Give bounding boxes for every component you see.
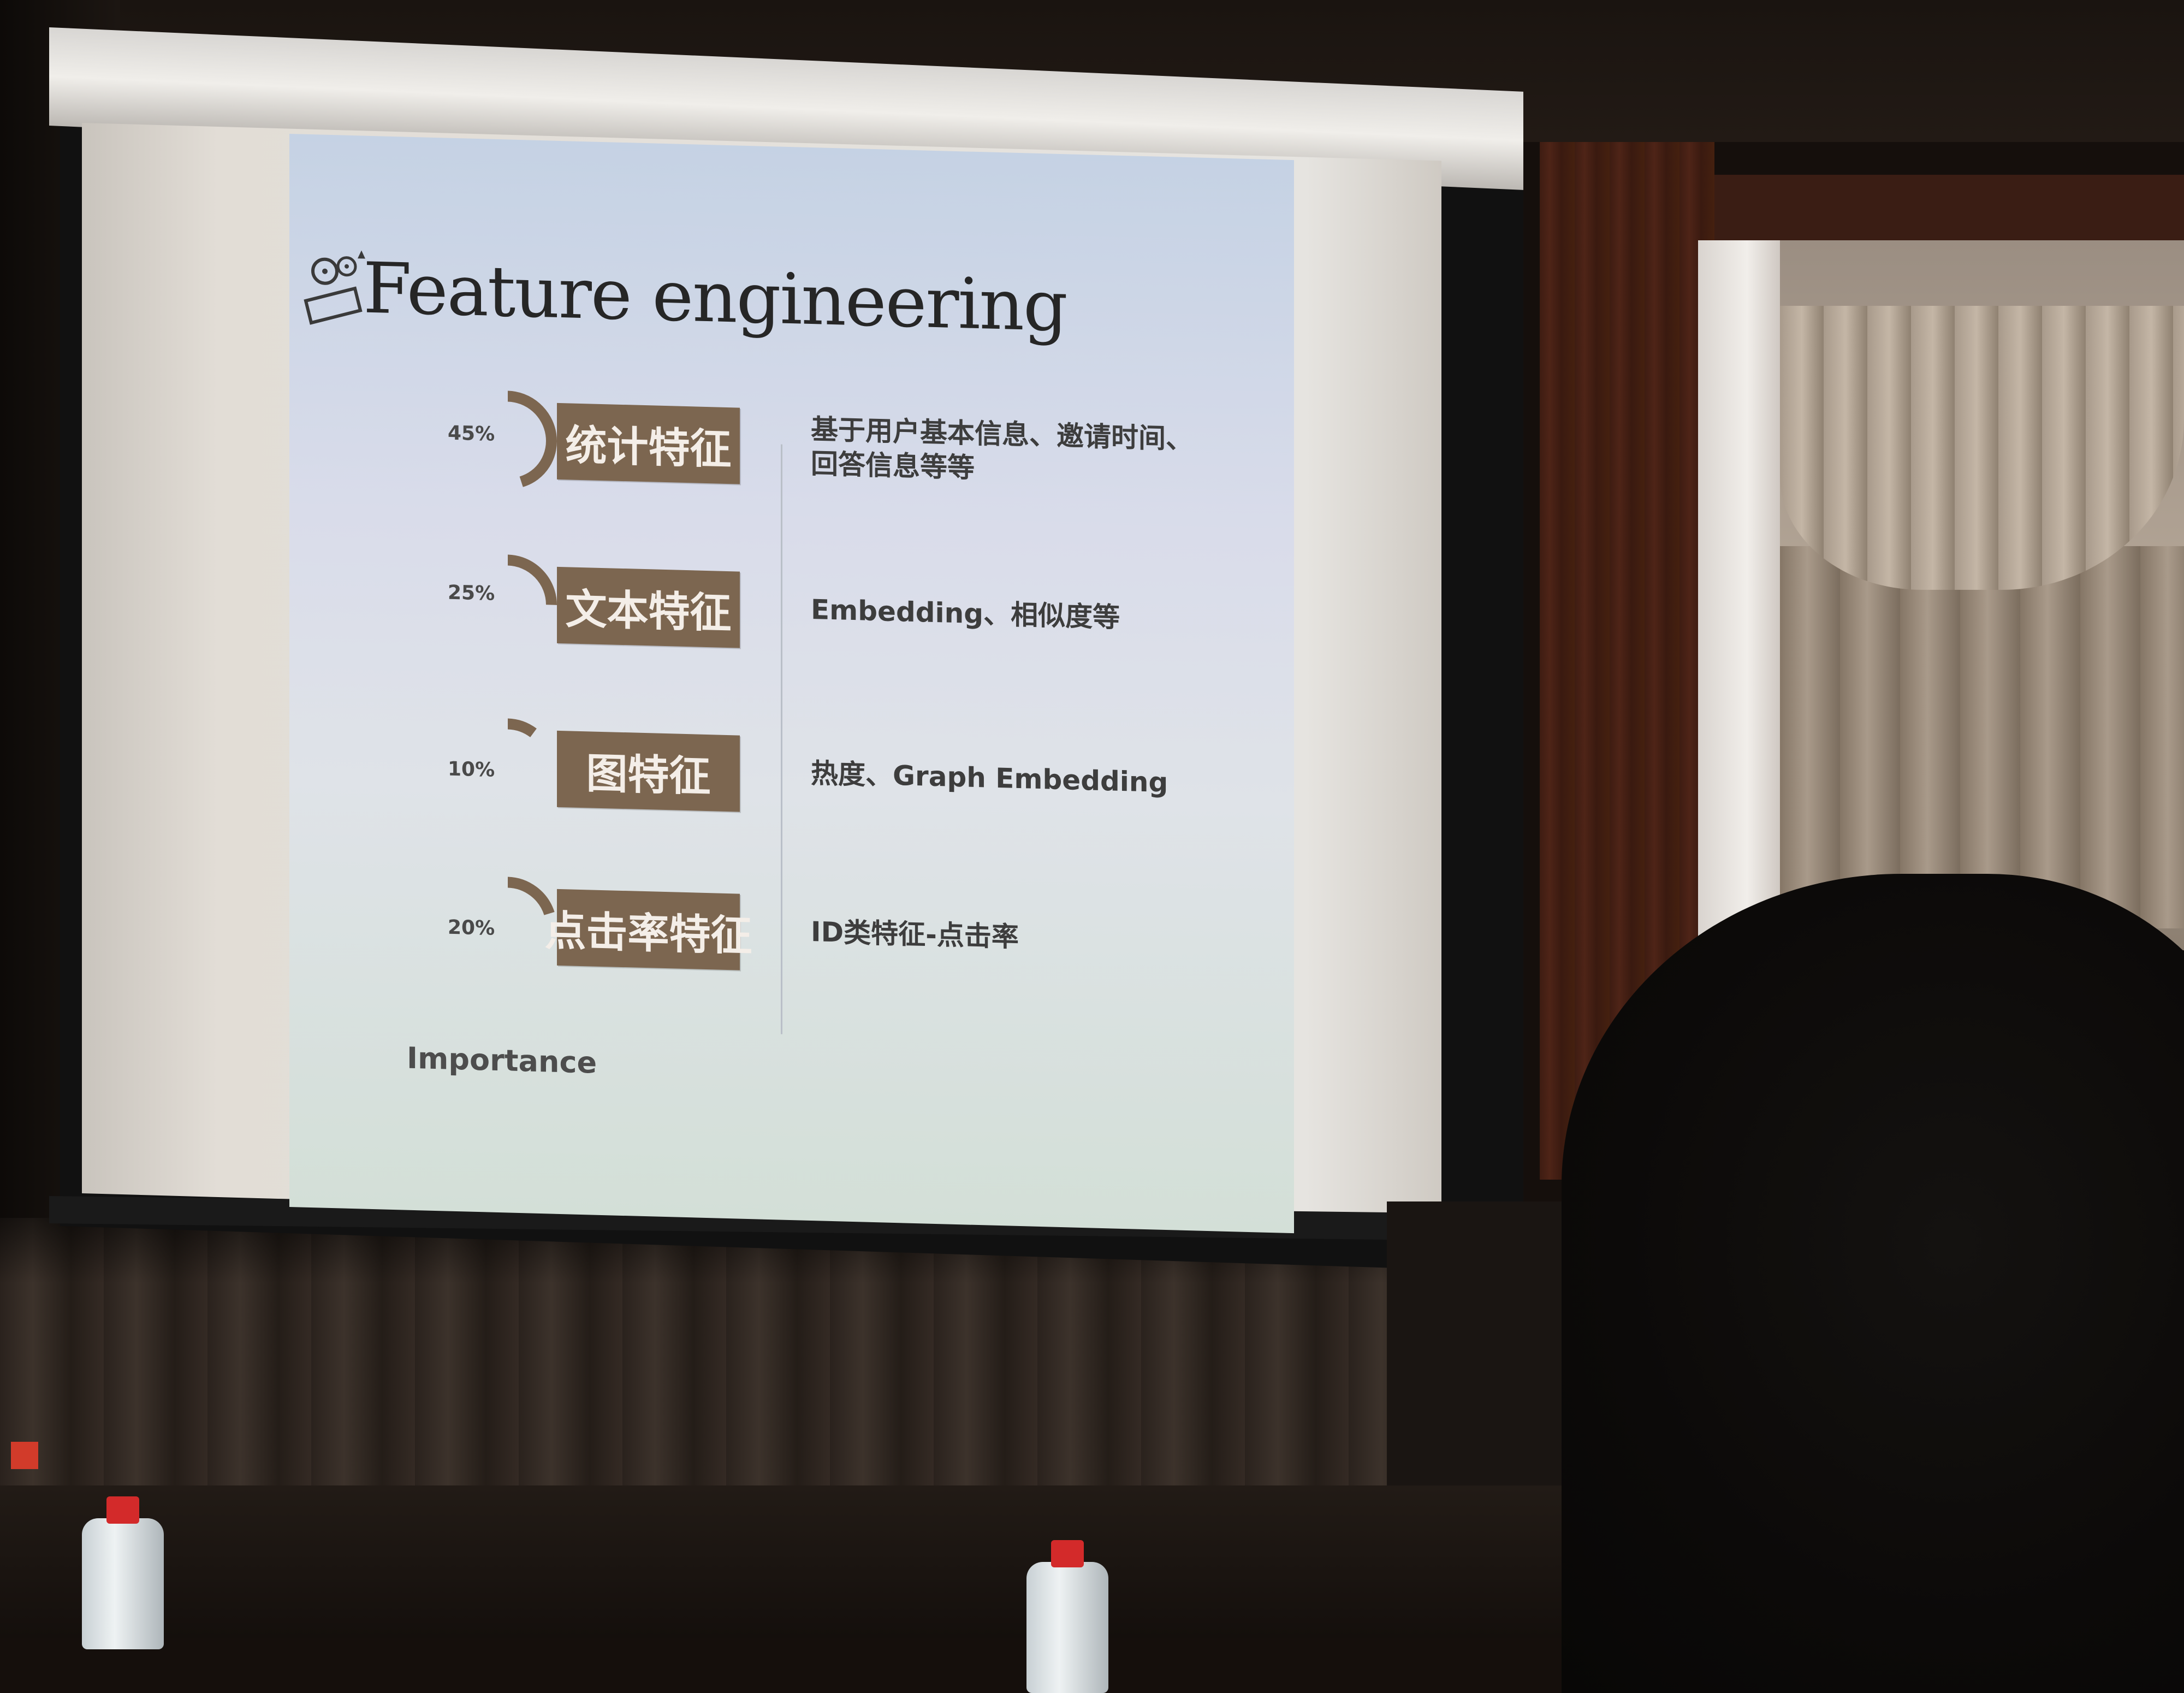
arc-path <box>507 877 555 915</box>
arc-path <box>507 390 557 487</box>
curtain-valance <box>1780 306 2184 590</box>
importance-caption: Importance <box>407 1040 597 1080</box>
feature-row: 45% 统计特征 基于用户基本信息、邀请时间、 回答信息等等 <box>289 363 1294 515</box>
bottle-cap <box>106 1496 139 1524</box>
water-bottle <box>82 1496 164 1649</box>
feature-row: 10% 图特征 热度、Graph Embedding <box>289 691 1294 843</box>
feature-label: 图特征 <box>557 730 740 812</box>
side-curtain <box>1780 546 2184 928</box>
feature-label: 文本特征 <box>557 566 740 648</box>
feature-description: Embedding、相似度等 <box>811 594 1120 634</box>
importance-arc <box>507 718 537 738</box>
window-frame <box>1698 240 1780 950</box>
feature-description: 基于用户基本信息、邀请时间、 回答信息等等 <box>811 413 1193 484</box>
feature-description: ID类特征-点击率 <box>811 916 1019 953</box>
upper-wall-trim <box>1693 175 2184 251</box>
importance-arc <box>507 390 557 487</box>
feature-label: 统计特征 <box>557 402 740 484</box>
bottle-cap <box>1051 1540 1084 1567</box>
arc-path <box>507 554 557 605</box>
arc-path <box>507 718 537 738</box>
audience-head-silhouette <box>1562 874 2184 1693</box>
feature-description: 热度、Graph Embedding <box>811 757 1168 799</box>
speaker-logo <box>11 1442 38 1469</box>
feature-row: 20% 点击率特征 ID类特征-点击率 <box>289 849 1294 1001</box>
presentation-slide: Feature engineering 45% 统计特征 基于用户基本信息、邀请… <box>289 134 1294 1234</box>
slide-title: Feature engineering <box>363 247 1067 348</box>
feature-label: 点击率特征 <box>545 889 752 970</box>
water-bottle <box>1026 1540 1108 1693</box>
importance-arc <box>507 554 557 605</box>
feature-row: 25% 文本特征 Embedding、相似度等 <box>289 527 1294 679</box>
film-reel-icon <box>304 250 365 325</box>
importance-arc <box>507 877 555 915</box>
table-edge <box>0 1485 1638 1638</box>
